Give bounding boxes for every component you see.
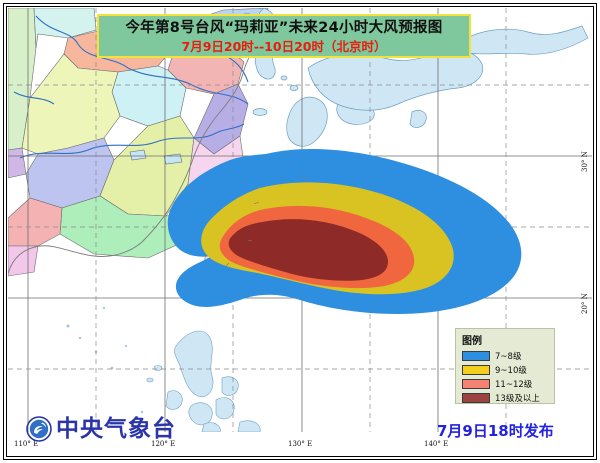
x-tick-0: 110° E xyxy=(14,440,39,448)
legend-item-13-up[interactable]: 13级及以上 xyxy=(462,391,554,404)
legend-swatch-13-up xyxy=(462,392,490,403)
legend-title: 图例 xyxy=(462,336,482,347)
forecast-period-subtitle: 7月9日20时--10日20时（北京时） xyxy=(181,39,387,54)
legend-label-7-8: 7~8级 xyxy=(495,351,522,362)
y-tick-1: 20° N xyxy=(581,293,589,314)
legend-item-9-10[interactable]: 9~10级 xyxy=(462,363,554,376)
legend-swatch-7-8 xyxy=(462,350,490,361)
organization-name: 中央气象台 xyxy=(56,416,176,442)
legend-swatch-9-10 xyxy=(462,364,490,375)
philippines-islands xyxy=(146,330,261,432)
x-axis-labels: 110° E 120° E 130° E 140° E xyxy=(8,438,592,456)
cma-swirl-logo-icon xyxy=(26,416,52,442)
legend-label-13-up: 13级及以上 xyxy=(495,393,540,404)
legend-box: 图例 7~8级 9~10级 11~12级 13级及以上 xyxy=(455,328,555,404)
wind-zone-13-up xyxy=(228,219,388,281)
legend-item-7-8[interactable]: 7~8级 xyxy=(462,349,554,362)
legend-item-11-12[interactable]: 11~12级 xyxy=(462,377,554,390)
china-coastline xyxy=(8,31,267,275)
x-tick-2: 130° E xyxy=(288,440,313,448)
y-tick-0: 30° N xyxy=(581,151,589,172)
map-outer-frame xyxy=(3,3,597,460)
organization-block: 中央气象台 xyxy=(26,416,176,442)
wind-force-zones xyxy=(167,149,522,314)
reef-marks-overlay xyxy=(225,174,308,267)
issue-time-label: 7月9日18时发布 xyxy=(437,422,554,440)
x-tick-1: 120° E xyxy=(151,440,176,448)
legend-label-11-12: 11~12级 xyxy=(495,379,533,390)
legend-swatch-11-12 xyxy=(462,378,490,389)
title-banner: 今年第8号台风“玛莉亚”未来24小时大风预报图 7月9日20时--10日20时（… xyxy=(97,14,471,58)
x-tick-3: 140° E xyxy=(424,440,449,448)
legend-label-9-10: 9~10级 xyxy=(495,365,527,376)
map-inner-frame xyxy=(6,6,594,457)
page-title: 今年第8号台风“玛莉亚”未来24小时大风预报图 xyxy=(125,20,443,36)
